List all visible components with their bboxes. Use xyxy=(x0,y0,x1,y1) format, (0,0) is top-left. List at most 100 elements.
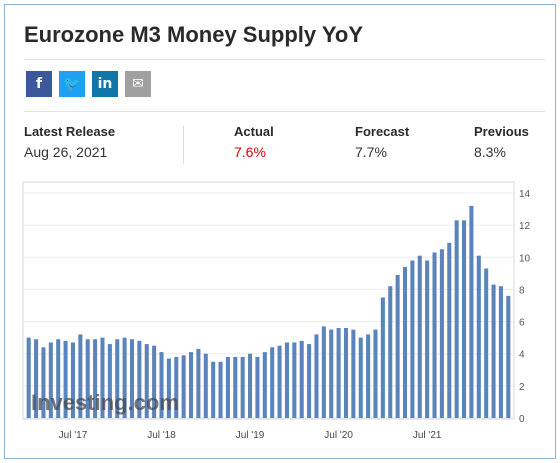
bar xyxy=(218,361,223,418)
bar xyxy=(484,268,489,418)
forecast-label: Forecast xyxy=(355,124,410,139)
x-tick-label: Jul '20 xyxy=(324,430,353,441)
latest-release-value: Aug 26, 2021 xyxy=(24,144,108,160)
investing-watermark: Investing.com xyxy=(31,390,179,415)
bar xyxy=(299,340,304,418)
bar xyxy=(248,353,253,418)
bar xyxy=(122,337,127,418)
bar xyxy=(284,342,289,418)
bar xyxy=(196,348,201,418)
y-tick-label: 12 xyxy=(519,221,531,232)
bar xyxy=(63,340,68,418)
previous-value: 8.3% xyxy=(474,144,506,160)
y-tick-label: 6 xyxy=(519,318,525,329)
bar xyxy=(307,344,312,418)
bar xyxy=(292,342,297,418)
bar xyxy=(373,329,378,418)
bar xyxy=(380,297,385,418)
bar xyxy=(203,353,208,418)
forecast-value: 7.7% xyxy=(355,144,387,160)
bar xyxy=(93,339,98,418)
share-divider xyxy=(24,111,545,112)
y-tick-label: 0 xyxy=(519,414,525,425)
previous-label: Previous xyxy=(474,124,529,139)
bar xyxy=(255,356,260,418)
bar xyxy=(26,337,31,418)
bar xyxy=(358,337,363,418)
bar xyxy=(395,274,400,418)
bar xyxy=(107,344,112,418)
bar xyxy=(56,339,61,418)
previous: Previous 8.3% xyxy=(474,124,529,160)
title-divider xyxy=(24,59,545,60)
y-tick-label: 2 xyxy=(519,382,525,393)
bar xyxy=(432,252,437,418)
bar xyxy=(137,340,142,418)
bar xyxy=(336,328,341,418)
bar xyxy=(454,220,459,418)
bar xyxy=(388,286,393,418)
y-tick-label: 14 xyxy=(519,189,531,200)
bar xyxy=(211,361,216,418)
bar xyxy=(270,347,275,418)
bar xyxy=(41,347,46,418)
y-tick-label: 4 xyxy=(519,350,525,361)
bar xyxy=(321,326,326,418)
bar xyxy=(277,345,282,418)
bar xyxy=(410,260,415,418)
bar xyxy=(498,286,503,418)
bar xyxy=(506,295,511,418)
x-tick-label: Jul '17 xyxy=(59,430,88,441)
bar xyxy=(462,220,467,418)
latest-release: Latest Release Aug 26, 2021 xyxy=(24,124,115,160)
bar xyxy=(70,342,75,418)
bar xyxy=(100,337,105,418)
bar xyxy=(491,284,496,418)
bar xyxy=(152,345,157,418)
bar xyxy=(181,355,186,418)
bar xyxy=(188,352,194,418)
bar xyxy=(402,266,408,418)
bar xyxy=(115,339,120,418)
bar xyxy=(166,358,171,418)
stats-divider xyxy=(183,126,184,164)
email-share-button[interactable]: ✉ xyxy=(125,71,151,97)
actual-value: 7.6% xyxy=(234,144,266,160)
bar xyxy=(159,352,164,418)
facebook-share-button[interactable]: f xyxy=(26,71,52,97)
bar xyxy=(48,342,53,418)
bar xyxy=(262,352,267,418)
bar xyxy=(174,356,179,418)
bar xyxy=(476,255,481,418)
bar xyxy=(351,329,356,418)
plot-frame xyxy=(22,181,515,420)
share-bar: f 🐦 in ✉ xyxy=(26,71,151,97)
bar xyxy=(129,339,135,418)
y-tick-label: 10 xyxy=(519,253,531,264)
linkedin-share-button[interactable]: in xyxy=(92,71,118,97)
x-tick-label: Jul '18 xyxy=(147,430,176,441)
x-tick-label: Jul '19 xyxy=(236,430,265,441)
bar xyxy=(314,334,319,418)
bar xyxy=(144,344,149,418)
bar xyxy=(425,260,430,418)
actual-label: Actual xyxy=(234,124,274,139)
bar xyxy=(240,356,245,418)
bar xyxy=(469,205,474,418)
page-title: Eurozone M3 Money Supply YoY xyxy=(24,22,364,47)
latest-release-label: Latest Release xyxy=(24,124,116,139)
bar xyxy=(329,329,334,418)
actual: Actual 7.6% xyxy=(234,124,274,160)
twitter-share-button[interactable]: 🐦 xyxy=(59,71,85,97)
bar xyxy=(447,242,452,418)
bar xyxy=(233,356,238,418)
bar xyxy=(343,328,349,418)
x-tick-label: Jul '21 xyxy=(413,430,442,441)
release-stats: Latest Release Aug 26, 2021 Actual 7.6% … xyxy=(24,124,545,168)
forecast: Forecast 7.7% xyxy=(355,124,409,160)
y-tick-label: 8 xyxy=(519,285,525,296)
bar xyxy=(85,339,90,418)
bar xyxy=(417,255,422,418)
bar xyxy=(78,334,83,418)
